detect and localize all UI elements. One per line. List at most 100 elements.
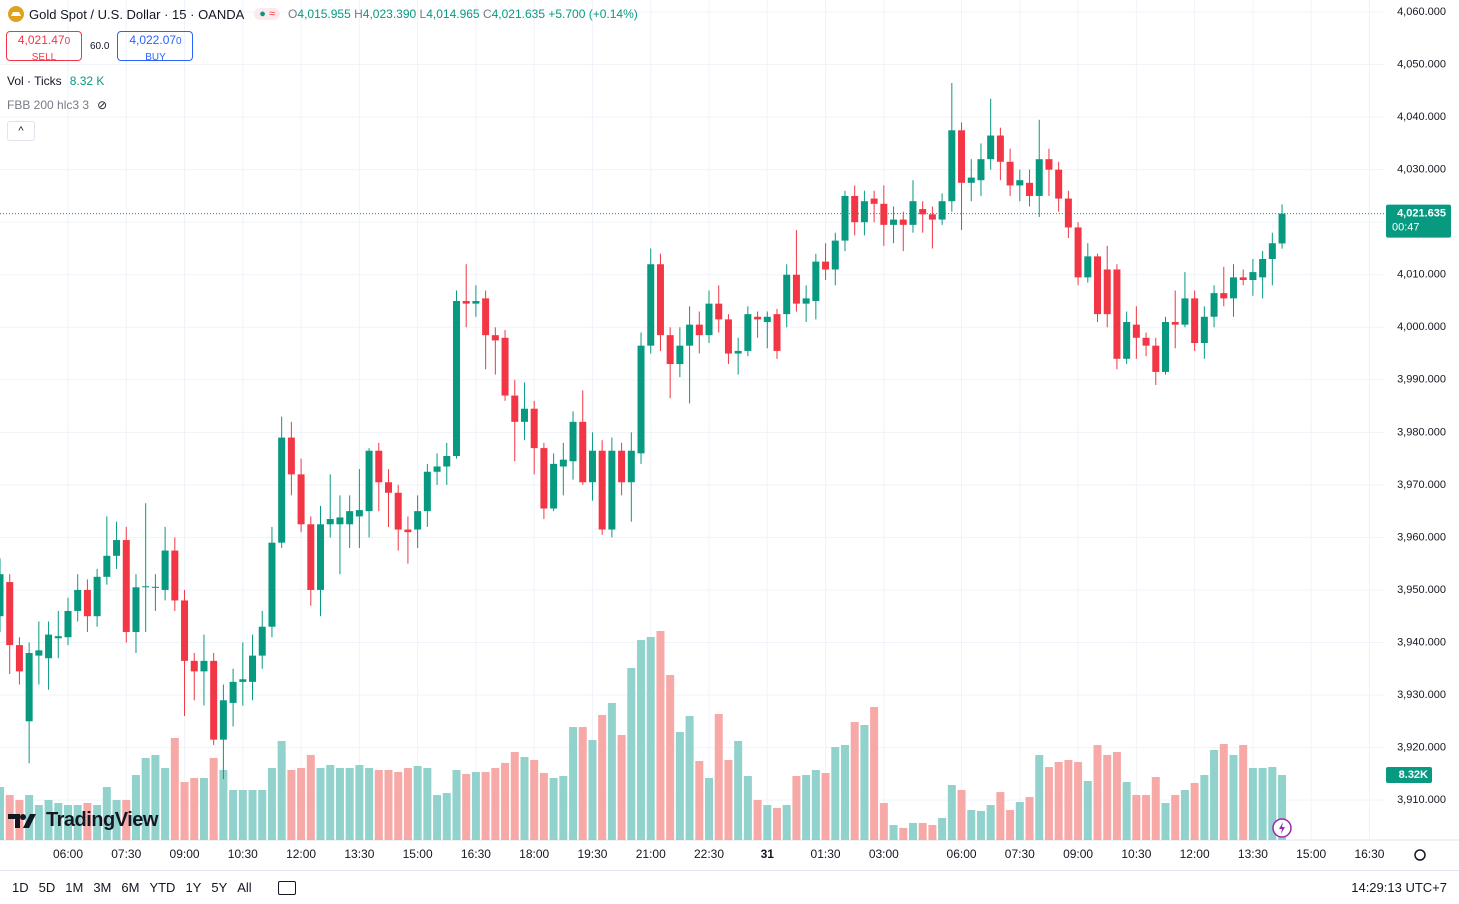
range-button[interactable]: 3M <box>93 880 112 895</box>
y-tick-label: 4,060.000 <box>1397 6 1446 18</box>
ohlc: O4,015.955 H4,023.390 L4,014.965 C4,021.… <box>288 7 638 21</box>
candle-body <box>219 700 227 740</box>
logo-text: TradingView <box>46 809 158 831</box>
candle-body <box>151 586 159 588</box>
candle-body <box>1045 159 1053 170</box>
clock[interactable]: 14:29:13 UTC+7 <box>1351 880 1447 895</box>
candle-body <box>792 274 800 304</box>
x-tick-label: 07:30 <box>1005 847 1035 861</box>
buy-label: BUY <box>145 52 166 63</box>
candle-body <box>103 555 111 577</box>
volume-bar <box>423 767 432 840</box>
volume-bar <box>831 747 840 840</box>
candle-body <box>268 542 276 627</box>
sell-button[interactable]: 4,021.470 SELL <box>6 31 82 63</box>
x-tick-label: 18:00 <box>519 847 549 861</box>
candle-body <box>938 201 946 220</box>
volume-bar <box>1229 754 1238 840</box>
volume-bar <box>180 782 189 840</box>
x-tick-label: 06:00 <box>53 847 83 861</box>
range-button[interactable]: 1Y <box>185 880 202 895</box>
change: +5.700 (+0.14%) <box>548 7 638 21</box>
volume-bar <box>802 774 811 840</box>
collapse-button[interactable]: ^ <box>7 121 35 141</box>
alert-bolt <box>1279 822 1285 834</box>
volume-bar <box>782 804 791 840</box>
range-button[interactable]: 1M <box>65 880 84 895</box>
y-tick-label: 3,910.000 <box>1397 794 1446 806</box>
hidden-icon[interactable]: ⊘ <box>97 98 108 112</box>
volume-bar <box>122 799 131 840</box>
range-button[interactable]: All <box>237 880 252 895</box>
legend-row: Gold Spot / U.S. Dollar · 15 · OANDA ● ≈… <box>8 6 638 22</box>
y-tick-label: 3,940.000 <box>1397 636 1446 648</box>
volume-bar <box>646 637 655 840</box>
candle-body <box>384 482 392 493</box>
volume-bar <box>1093 744 1102 840</box>
volume-bar <box>530 759 539 840</box>
settings-icon <box>1414 849 1426 861</box>
candle-body <box>346 511 354 525</box>
volume-bar <box>607 702 616 840</box>
candle-body <box>812 261 820 302</box>
candle-body <box>1181 298 1189 325</box>
range-button[interactable]: YTD <box>149 880 176 895</box>
chart: 3,910.000 3,920.000 3,930.000 3,940.000 3,95… <box>0 0 1459 861</box>
volume-bar <box>112 799 121 840</box>
volume-bar <box>908 822 917 840</box>
volume-bar <box>93 804 102 840</box>
candle-body <box>618 450 626 483</box>
candle-body <box>1132 324 1140 338</box>
range-button[interactable]: 1D <box>12 880 29 895</box>
y-tick-label: 3,970.000 <box>1397 479 1446 491</box>
range-button[interactable]: 6M <box>121 880 140 895</box>
candle-body <box>948 130 956 202</box>
volume-bar <box>1074 762 1083 840</box>
candle-body <box>724 319 732 354</box>
candle-body <box>1278 213 1286 244</box>
buy-price: 4,022.07 <box>129 33 177 47</box>
volume-bar <box>355 764 364 840</box>
volume-bar <box>267 767 276 840</box>
indicator-name[interactable]: FBB 200 hlc3 3 <box>7 98 90 112</box>
candle-body <box>1064 198 1072 228</box>
candle-body <box>520 408 528 422</box>
volume-bar <box>384 769 393 840</box>
volume-bar <box>695 761 704 840</box>
volume-bar <box>569 727 578 840</box>
volume-bar <box>685 716 694 840</box>
volume-bar <box>1142 794 1151 840</box>
x-tick-label: 12:00 <box>1180 847 1210 861</box>
candle-body <box>967 177 975 183</box>
candle-body <box>695 324 703 336</box>
indicator-name[interactable]: Vol · Ticks <box>7 74 62 88</box>
bands-legend: FBB 200 hlc3 3 ⊘ <box>7 98 107 112</box>
volume-bar <box>1064 759 1073 840</box>
date-range-icon[interactable] <box>277 880 296 895</box>
range-button[interactable]: 5D <box>38 880 56 895</box>
volume-bar <box>394 772 403 840</box>
candle-body <box>1006 161 1014 186</box>
range-button[interactable]: 5Y <box>211 880 228 895</box>
y-tick-label: 4,050.000 <box>1397 59 1446 71</box>
volume-bar <box>326 764 335 840</box>
volume-bar <box>462 773 471 840</box>
symbol-title[interactable]: Gold Spot / U.S. Dollar · 15 · OANDA <box>29 6 245 22</box>
buy-button[interactable]: 4,022.070 BUY <box>117 31 194 63</box>
volume-bar <box>161 767 170 840</box>
volume-bar <box>656 631 665 840</box>
volume-bar <box>792 776 801 840</box>
ohlc-label: C <box>482 7 492 21</box>
market-status[interactable]: ● ≈ <box>254 8 281 20</box>
volume-bar <box>258 789 267 840</box>
candle-body <box>822 261 830 270</box>
candle-body <box>870 198 878 204</box>
x-tick-label: 10:30 <box>1121 847 1151 861</box>
volume-bar <box>724 759 733 840</box>
volume-bar <box>986 804 995 840</box>
y-tick-label: 3,920.000 <box>1397 741 1446 753</box>
volume-bar <box>102 787 111 840</box>
volume-bar <box>559 776 568 840</box>
volume-bar <box>277 741 286 840</box>
volume-bar <box>879 802 888 840</box>
